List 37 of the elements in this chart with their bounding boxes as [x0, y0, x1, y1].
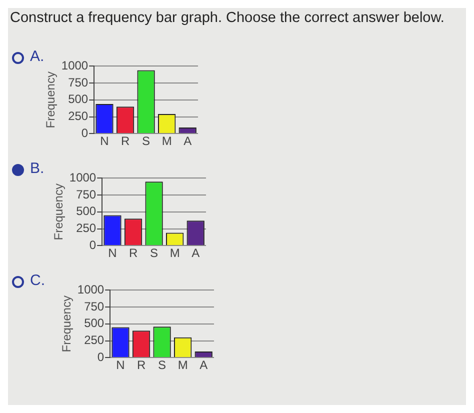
y-tick-label: 1000: [69, 170, 96, 185]
y-tick-label: 250: [68, 109, 88, 124]
x-tick-label: M: [162, 134, 172, 148]
y-tick-label: 750: [68, 75, 88, 90]
y-tick-label: 250: [84, 333, 104, 348]
x-tick-label: A: [192, 246, 200, 260]
x-tick-label: N: [116, 358, 125, 372]
y-tick-label: 0: [89, 238, 96, 252]
y-tick-label: 500: [76, 204, 96, 218]
y-tick-label: 750: [84, 299, 104, 314]
x-tick-label: N: [108, 246, 117, 260]
x-tick-label: R: [120, 134, 130, 148]
y-tick-label: 0: [97, 350, 104, 364]
text: Construct a frequency bar graph. Choose the correct answer below.: [10, 10, 444, 26]
x-tick-label: A: [200, 358, 208, 372]
y-axis-title: Frequency: [44, 72, 58, 128]
y-tick-label: 250: [76, 221, 96, 236]
y-tick-label: 500: [68, 92, 88, 106]
y-tick-label: 1000: [77, 282, 104, 297]
x-tick-label: R: [136, 358, 146, 372]
x-tick-label: M: [170, 246, 180, 260]
y-tick-label: 750: [76, 187, 96, 202]
y-tick-label: 0: [81, 126, 88, 140]
x-tick-label: S: [158, 358, 166, 372]
y-tick-label: 1000: [61, 58, 88, 73]
y-axis-title: Frequency: [52, 184, 66, 240]
x-tick-label: N: [100, 134, 109, 148]
text: B.: [30, 160, 44, 177]
x-tick-label: R: [128, 246, 138, 260]
text: A.: [30, 48, 44, 65]
x-tick-label: S: [150, 246, 158, 260]
x-tick-label: M: [178, 358, 188, 372]
x-tick-label: S: [142, 134, 150, 148]
y-axis-title: Frequency: [60, 296, 74, 352]
x-tick-label: A: [184, 134, 192, 148]
y-tick-label: 500: [84, 316, 104, 330]
text: C.: [30, 272, 45, 289]
